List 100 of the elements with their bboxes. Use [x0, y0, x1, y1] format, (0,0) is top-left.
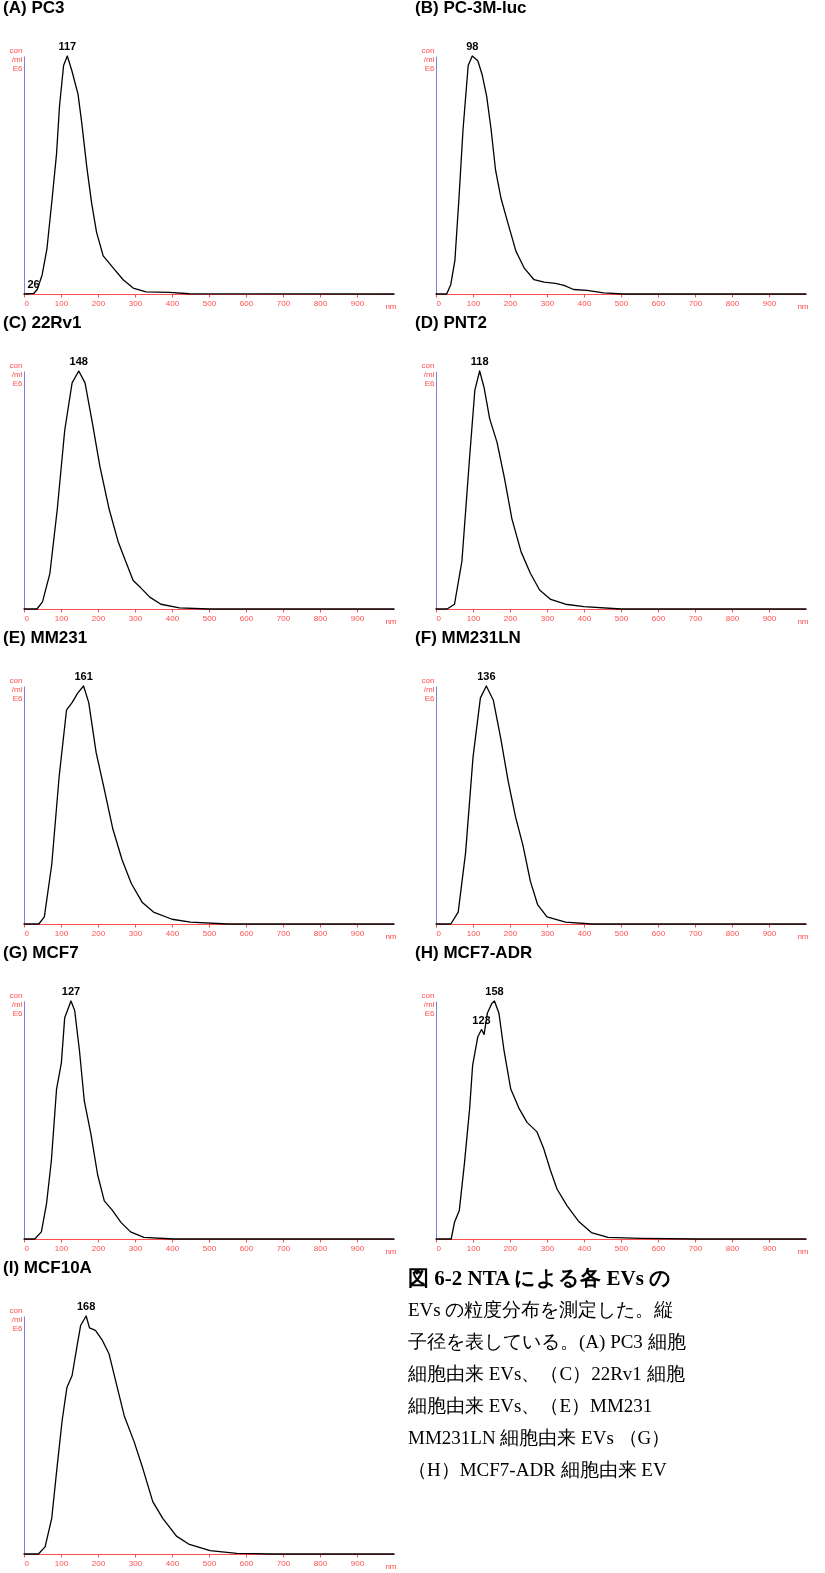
- x-tick-label: 300: [128, 1243, 143, 1253]
- x-tick-label: 500: [202, 1243, 217, 1253]
- x-tick-label: 900: [762, 1243, 777, 1253]
- x-tick-label: 800: [725, 613, 740, 623]
- annotation: 136: [477, 670, 496, 682]
- x-tick-label: 600: [239, 1243, 254, 1253]
- x-tick-label: 600: [651, 1243, 666, 1253]
- x-tick-label: 100: [54, 1558, 69, 1568]
- x-axis-title: nm: [385, 1561, 397, 1571]
- x-tick-label: 700: [688, 928, 703, 938]
- chart-title: (B) PC-3M-luc: [415, 0, 527, 17]
- annotation: 148: [69, 355, 88, 367]
- x-axis-title: nm: [797, 1246, 809, 1256]
- x-tick-label: 700: [276, 1558, 291, 1568]
- x-tick-label: 600: [651, 298, 666, 308]
- x-tick-label: 300: [540, 613, 555, 623]
- annotation: 117: [58, 40, 77, 52]
- x-tick-label: 100: [466, 1243, 481, 1253]
- x-tick-label: 200: [91, 613, 106, 623]
- y-axis-title: con /ml E6: [9, 675, 24, 703]
- y-axis-title: con /ml E6: [9, 360, 24, 388]
- y-axis-title: con /ml E6: [9, 990, 24, 1018]
- chart-title: (E) MM231: [3, 628, 88, 647]
- x-tick-label: 0: [436, 613, 442, 623]
- x-tick-label: 300: [128, 298, 143, 308]
- x-tick-label: 800: [725, 928, 740, 938]
- x-tick-label: 400: [165, 298, 180, 308]
- x-tick-label: 700: [276, 298, 291, 308]
- x-tick-label: 0: [24, 1243, 30, 1253]
- x-tick-label: 400: [165, 613, 180, 623]
- x-tick-label: 500: [202, 1558, 217, 1568]
- x-tick-label: 200: [91, 928, 106, 938]
- x-tick-label: 600: [239, 613, 254, 623]
- text: （H）MCF7-ADR 細胞由来 EV: [408, 1458, 668, 1482]
- x-tick-label: 800: [313, 298, 328, 308]
- x-tick-label: 600: [651, 928, 666, 938]
- x-tick-label: 100: [54, 1243, 69, 1253]
- x-axis-title: nm: [385, 301, 397, 311]
- x-tick-label: 600: [239, 298, 254, 308]
- x-tick-label: 500: [202, 928, 217, 938]
- x-axis-title: nm: [385, 1246, 397, 1256]
- x-axis-title: nm: [385, 931, 397, 941]
- x-tick-label: 800: [313, 613, 328, 623]
- y-axis-title: con /ml E6: [9, 1305, 24, 1333]
- x-tick-label: 800: [313, 1558, 328, 1568]
- x-tick-label: 700: [276, 613, 291, 623]
- x-tick-label: 0: [436, 928, 442, 938]
- x-tick-label: 300: [128, 613, 143, 623]
- x-tick-label: 800: [725, 298, 740, 308]
- x-tick-label: 500: [614, 298, 629, 308]
- y-axis-title: con /ml E6: [9, 45, 24, 73]
- text: 子径を表している。(A) PC3 細胞: [408, 1330, 686, 1354]
- x-tick-label: 900: [350, 928, 365, 938]
- text: MM231LN 細胞由来 EVs （G）: [408, 1426, 672, 1450]
- annotation: 127: [61, 985, 81, 997]
- x-tick-label: 400: [577, 1243, 592, 1253]
- x-tick-label: 200: [91, 1243, 106, 1253]
- x-axis-title: nm: [385, 616, 397, 626]
- x-axis-title: nm: [797, 301, 809, 311]
- x-tick-label: 900: [350, 613, 365, 623]
- x-axis-title: nm: [797, 931, 809, 941]
- x-tick-label: 400: [165, 1243, 180, 1253]
- x-tick-label: 300: [540, 928, 555, 938]
- x-tick-label: 900: [762, 298, 777, 308]
- x-tick-label: 600: [651, 613, 666, 623]
- x-tick-label: 300: [540, 298, 555, 308]
- x-tick-label: 400: [577, 928, 592, 938]
- x-tick-label: 300: [540, 1243, 555, 1253]
- x-tick-label: 0: [436, 1243, 442, 1253]
- x-tick-label: 800: [313, 1243, 328, 1253]
- x-tick-label: 500: [202, 613, 217, 623]
- x-tick-label: 900: [762, 613, 777, 623]
- x-tick-label: 700: [688, 613, 703, 623]
- x-tick-label: 300: [128, 928, 143, 938]
- x-tick-label: 600: [239, 1558, 254, 1568]
- text: 図 6-2 NTA による各 EVs の: [408, 1265, 673, 1292]
- x-tick-label: 600: [239, 928, 254, 938]
- chart-title: (G) MCF7: [3, 943, 79, 962]
- x-tick-label: 200: [503, 1243, 518, 1253]
- annotation: 118: [470, 355, 489, 367]
- text: 細胞由来 EVs、（E）MM231: [408, 1394, 654, 1418]
- x-tick-label: 700: [688, 298, 703, 308]
- x-tick-label: 0: [24, 298, 30, 308]
- y-axis-title: con /ml E6: [421, 360, 436, 388]
- x-tick-label: 200: [91, 1558, 106, 1568]
- x-tick-label: 0: [24, 1558, 30, 1568]
- x-tick-label: 100: [54, 613, 69, 623]
- chart-title: (I) MCF10A: [3, 1258, 92, 1277]
- x-tick-label: 100: [466, 928, 481, 938]
- x-tick-label: 400: [577, 298, 592, 308]
- chart-title: (H) MCF7-ADR: [415, 943, 533, 962]
- x-tick-label: 900: [762, 928, 777, 938]
- chart-title: (A) PC3: [3, 0, 65, 17]
- x-tick-label: 700: [688, 1243, 703, 1253]
- y-axis-title: con /ml E6: [421, 675, 436, 703]
- x-tick-label: 400: [165, 928, 180, 938]
- text: EVs の粒度分布を測定した。縦: [408, 1298, 675, 1322]
- x-tick-label: 900: [350, 1243, 365, 1253]
- annotation: 98: [466, 40, 479, 52]
- annotation: 158: [485, 985, 504, 997]
